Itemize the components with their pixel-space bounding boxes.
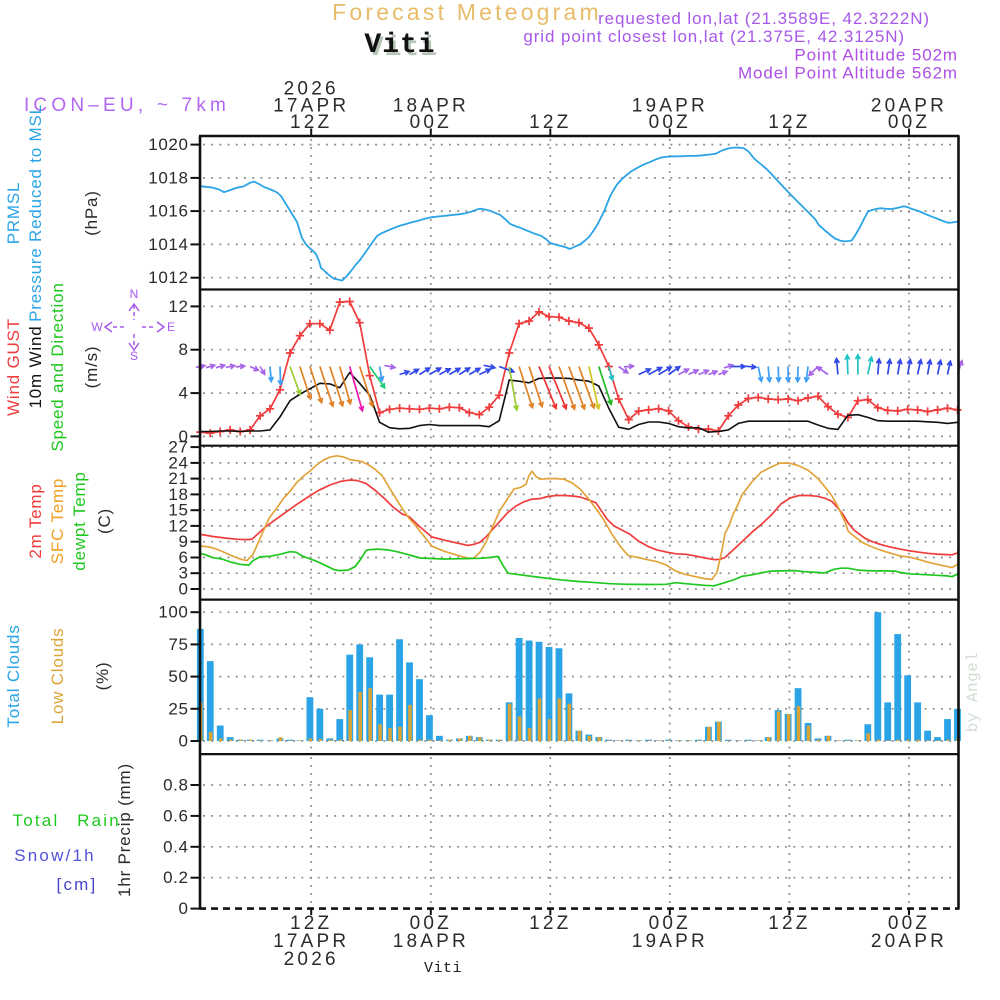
- svg-text:Model Point Altitude 562m: Model Point Altitude 562m: [738, 64, 958, 83]
- svg-text:E: E: [167, 320, 175, 334]
- svg-text:18APR: 18APR: [393, 931, 469, 952]
- svg-text:50: 50: [168, 667, 188, 686]
- svg-text:1012: 1012: [148, 268, 188, 287]
- svg-text:dewpt Temp: dewpt Temp: [70, 471, 89, 570]
- svg-text:0.2: 0.2: [163, 868, 188, 887]
- svg-text:24: 24: [168, 453, 188, 472]
- svg-text:3: 3: [178, 564, 188, 583]
- svg-text:requested lon,lat (21.3589E, 4: requested lon,lat (21.3589E, 42.3222N): [598, 9, 930, 28]
- svg-text:0.4: 0.4: [163, 837, 188, 856]
- svg-text:W: W: [91, 320, 103, 334]
- svg-text:(C): (C): [95, 508, 114, 534]
- svg-text:18APR: 18APR: [393, 96, 469, 117]
- svg-text:Rain: Rain: [77, 811, 121, 830]
- svg-text:Snow/1h: Snow/1h: [14, 846, 96, 865]
- svg-text:0.8: 0.8: [163, 776, 188, 795]
- svg-text:17APR: 17APR: [273, 96, 349, 117]
- svg-text:(%): (%): [93, 662, 112, 691]
- svg-text:1014: 1014: [148, 235, 188, 254]
- svg-text:Viti: Viti: [364, 30, 435, 61]
- svg-text:Low Clouds: Low Clouds: [48, 628, 67, 725]
- svg-text:1016: 1016: [148, 202, 188, 221]
- svg-text:1020: 1020: [148, 135, 188, 154]
- svg-text:00Z: 00Z: [888, 913, 930, 934]
- svg-text:12: 12: [168, 297, 188, 316]
- svg-text:ICON–EU, ~ 7km: ICON–EU, ~ 7km: [24, 95, 230, 116]
- svg-text:100: 100: [158, 603, 188, 622]
- svg-text:12Z: 12Z: [290, 913, 332, 934]
- svg-text:1018: 1018: [148, 168, 188, 187]
- svg-text:15: 15: [168, 501, 188, 520]
- svg-text:20APR: 20APR: [871, 931, 947, 952]
- svg-text:by Angel: by Angel: [964, 652, 982, 733]
- svg-text:Total: Total: [13, 811, 60, 830]
- svg-text:12Z: 12Z: [768, 112, 810, 133]
- svg-text:(m/s): (m/s): [82, 346, 101, 389]
- svg-text:20APR: 20APR: [871, 96, 947, 117]
- svg-text:grid point closest lon,lat (21: grid point closest lon,lat (21.375E, 42.…: [523, 27, 905, 46]
- svg-text:12Z: 12Z: [768, 913, 810, 934]
- svg-text:Point Altitude 502m: Point Altitude 502m: [794, 46, 958, 65]
- svg-text:10m Wind: 10m Wind: [26, 326, 45, 409]
- svg-text:4: 4: [178, 384, 188, 403]
- svg-text:S: S: [130, 349, 138, 363]
- svg-text:0: 0: [178, 899, 188, 918]
- svg-text:12Z: 12Z: [290, 112, 332, 133]
- svg-text:Viti: Viti: [424, 960, 462, 977]
- svg-text:18: 18: [168, 485, 188, 504]
- svg-text:17APR: 17APR: [273, 931, 349, 952]
- svg-text:12Z: 12Z: [529, 112, 571, 133]
- svg-text:12Z: 12Z: [529, 913, 571, 934]
- svg-text:[cm]: [cm]: [57, 875, 98, 894]
- svg-text:Total Clouds: Total Clouds: [4, 624, 23, 727]
- svg-text:75: 75: [168, 635, 188, 654]
- svg-text:12: 12: [168, 516, 188, 535]
- svg-text:PRMSL: PRMSL: [4, 182, 23, 245]
- svg-text:(hPa): (hPa): [82, 190, 101, 236]
- svg-text:27: 27: [168, 438, 188, 457]
- svg-text:25: 25: [168, 699, 188, 718]
- svg-text:SFC Temp: SFC Temp: [48, 478, 67, 564]
- svg-text:00Z: 00Z: [649, 112, 691, 133]
- svg-text:0: 0: [178, 580, 188, 599]
- svg-text:8: 8: [178, 340, 188, 359]
- svg-text:0: 0: [178, 732, 188, 751]
- svg-text:00Z: 00Z: [410, 913, 452, 934]
- svg-text:19APR: 19APR: [632, 96, 708, 117]
- svg-text:2026: 2026: [284, 949, 339, 970]
- svg-text:0: 0: [178, 427, 188, 446]
- svg-text:Speed and Direction: Speed and Direction: [48, 282, 67, 451]
- svg-text:6: 6: [178, 548, 188, 567]
- svg-text:1hr Precip (mm): 1hr Precip (mm): [115, 763, 134, 897]
- svg-text:Pressure Reduced to MSL: Pressure Reduced to MSL: [26, 104, 45, 322]
- svg-text:0.6: 0.6: [163, 806, 188, 825]
- svg-text:19APR: 19APR: [632, 931, 708, 952]
- svg-text:00Z: 00Z: [649, 913, 691, 934]
- svg-text:Forecast Meteogram: Forecast Meteogram: [332, 0, 602, 25]
- svg-text:Viti: Viti: [367, 33, 438, 64]
- svg-text:Wind GUST: Wind GUST: [4, 318, 23, 416]
- svg-text:2026: 2026: [284, 79, 339, 100]
- svg-text:N: N: [130, 287, 139, 301]
- svg-text:00Z: 00Z: [410, 112, 452, 133]
- svg-text:00Z: 00Z: [888, 112, 930, 133]
- svg-text:9: 9: [178, 532, 188, 551]
- svg-text:2m Temp: 2m Temp: [26, 483, 45, 558]
- svg-text:21: 21: [168, 469, 188, 488]
